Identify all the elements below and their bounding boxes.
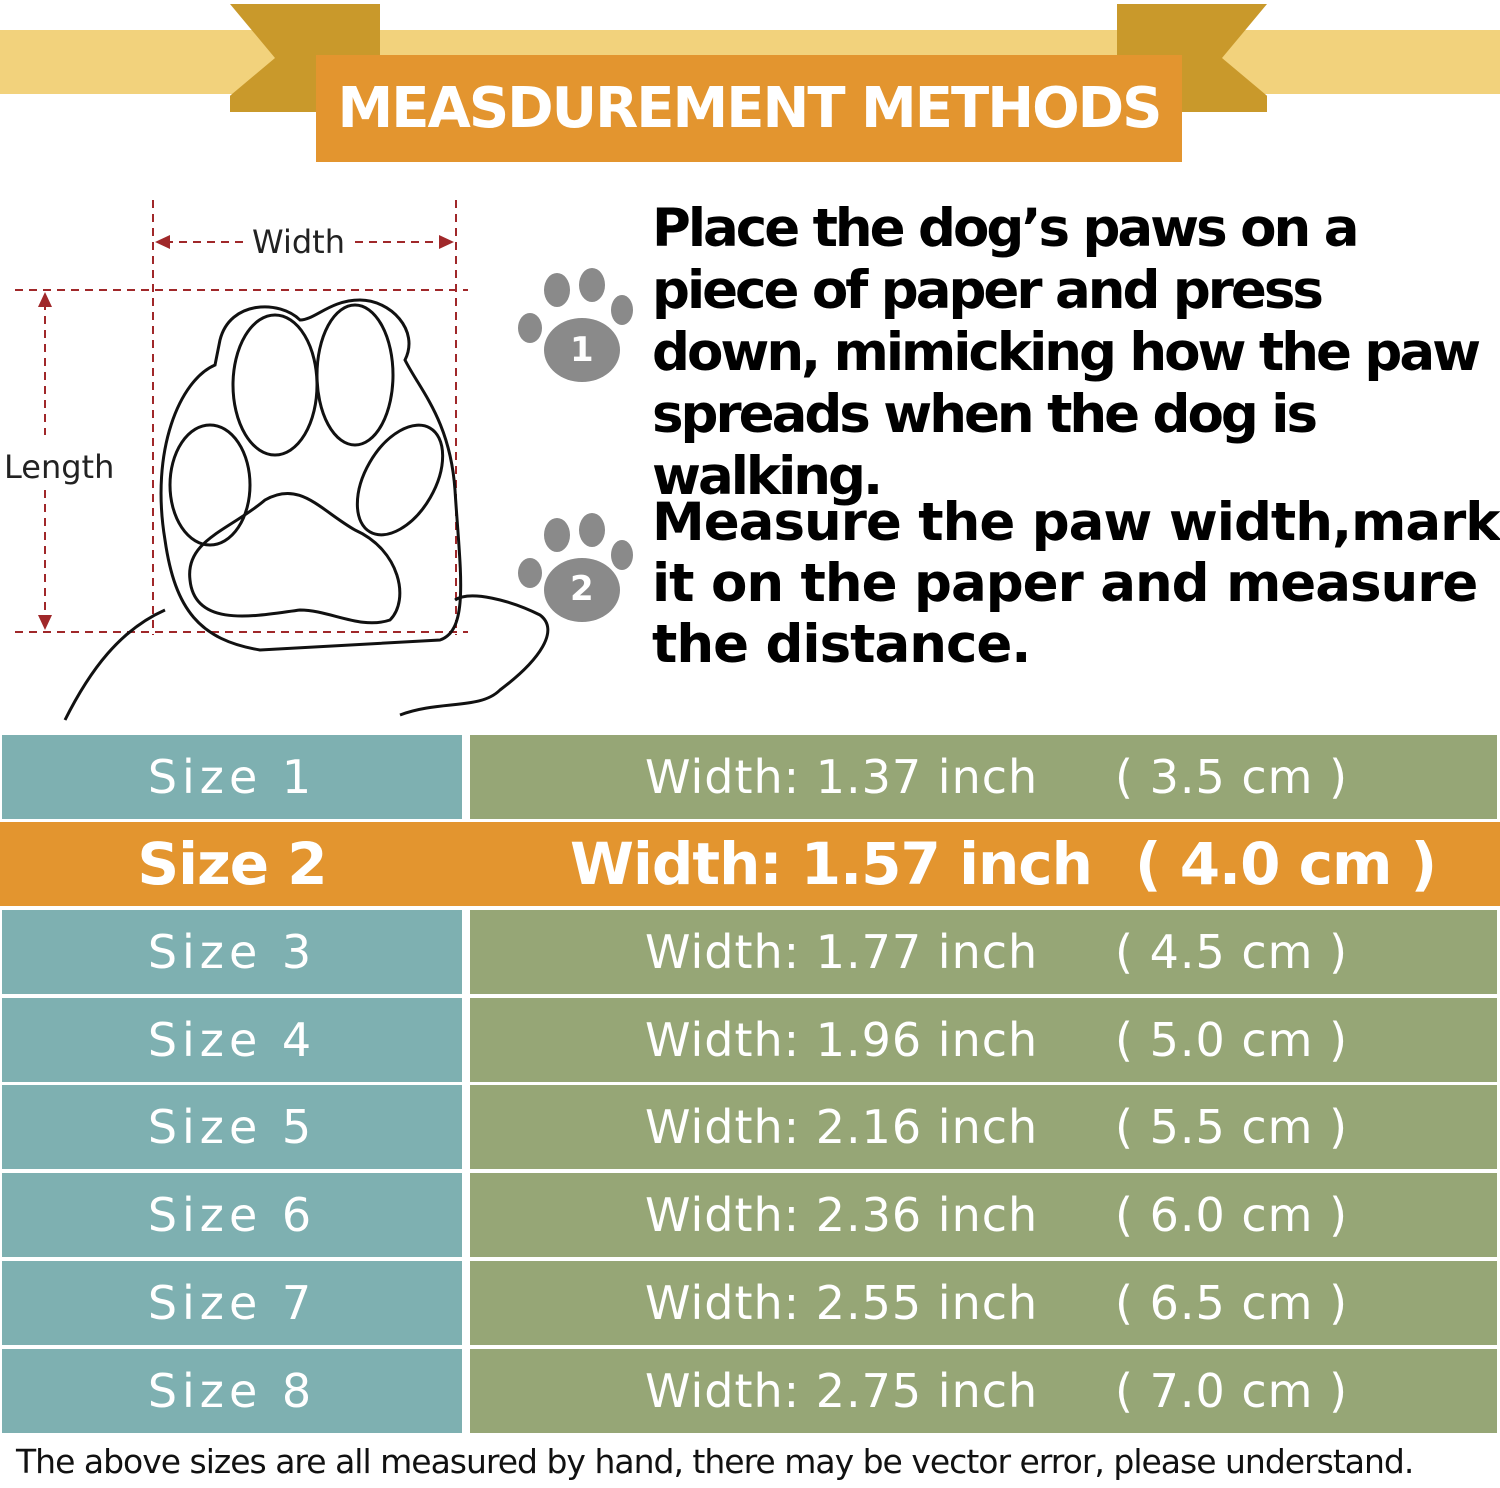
width-cm: ( 5.0 cm ) [1115,1013,1349,1067]
width-inch: Width: 1.96 inch [645,1013,1039,1067]
width-cm: ( 4.5 cm ) [1115,925,1349,979]
size-measurement: Width: 1.37 inch ( 3.5 cm ) [470,735,1497,819]
size-label: Size 2 [2,822,462,906]
size-label: Size 8 [2,1349,462,1433]
size-row: Size 1 Width: 1.37 inch ( 3.5 cm ) [0,735,1500,819]
size-row: Size 6 Width: 2.36 inch ( 6.0 cm ) [0,1173,1500,1257]
width-label: Width [252,223,345,261]
size-row: Size 2 Width: 1.57 inch ( 4.0 cm ) [0,822,1500,906]
size-measurement: Width: 2.55 inch ( 6.5 cm ) [470,1261,1497,1345]
svg-text:2: 2 [570,569,594,609]
width-inch: Width: 1.37 inch [645,750,1039,804]
width-inch: Width: 2.75 inch [645,1364,1039,1418]
paw-outline-icon [63,298,550,721]
size-measurement: Width: 2.36 inch ( 6.0 cm ) [470,1173,1497,1257]
width-cm: ( 5.5 cm ) [1115,1100,1349,1154]
size-measurement: Width: 1.96 inch ( 5.0 cm ) [470,998,1497,1082]
size-measurement: Width: 2.16 inch ( 5.5 cm ) [470,1085,1497,1169]
page-title: MEASDUREMENT METHODS [316,55,1182,162]
width-cm: ( 4.0 cm ) [1135,830,1437,898]
size-row: Size 4 Width: 1.96 inch ( 5.0 cm ) [0,998,1500,1082]
size-label: Size 4 [2,998,462,1082]
size-label: Size 5 [2,1085,462,1169]
width-cm: ( 6.5 cm ) [1115,1276,1349,1330]
size-measurement: Width: 2.75 inch ( 7.0 cm ) [470,1349,1497,1433]
width-cm: ( 3.5 cm ) [1115,750,1349,804]
size-row: Size 3 Width: 1.77 inch ( 4.5 cm ) [0,910,1500,994]
size-measurement: Width: 1.77 inch ( 4.5 cm ) [470,910,1497,994]
size-label: Size 6 [2,1173,462,1257]
width-inch: Width: 2.16 inch [645,1100,1039,1154]
size-row: Size 7 Width: 2.55 inch ( 6.5 cm ) [0,1261,1500,1345]
footer-note: The above sizes are all measured by hand… [16,1442,1414,1481]
step-2-text: Measure the paw width,mark it on the pap… [652,492,1500,675]
width-inch: Width: 2.55 inch [645,1276,1039,1330]
size-label: Size 1 [2,735,462,819]
width-inch: Width: 1.57 inch [570,830,1093,898]
paw-measurement-diagram: Width Length [4,200,550,721]
width-inch: Width: 1.77 inch [645,925,1039,979]
length-label: Length [4,448,114,486]
size-row: Size 5 Width: 2.16 inch ( 5.5 cm ) [0,1085,1500,1169]
svg-text:1: 1 [570,330,594,370]
width-cm: ( 6.0 cm ) [1115,1188,1349,1242]
size-measurement: Width: 1.57 inch ( 4.0 cm ) [470,822,1497,906]
size-label: Size 7 [2,1261,462,1345]
paw-step-2-icon: 2 [518,513,633,622]
size-row: Size 8 Width: 2.75 inch ( 7.0 cm ) [0,1349,1500,1433]
width-cm: ( 7.0 cm ) [1115,1364,1349,1418]
width-inch: Width: 2.36 inch [645,1188,1039,1242]
step-1-text: Place the dog’s paws on a piece of paper… [652,198,1481,507]
size-label: Size 3 [2,910,462,994]
paw-step-1-icon: 1 [518,268,633,382]
